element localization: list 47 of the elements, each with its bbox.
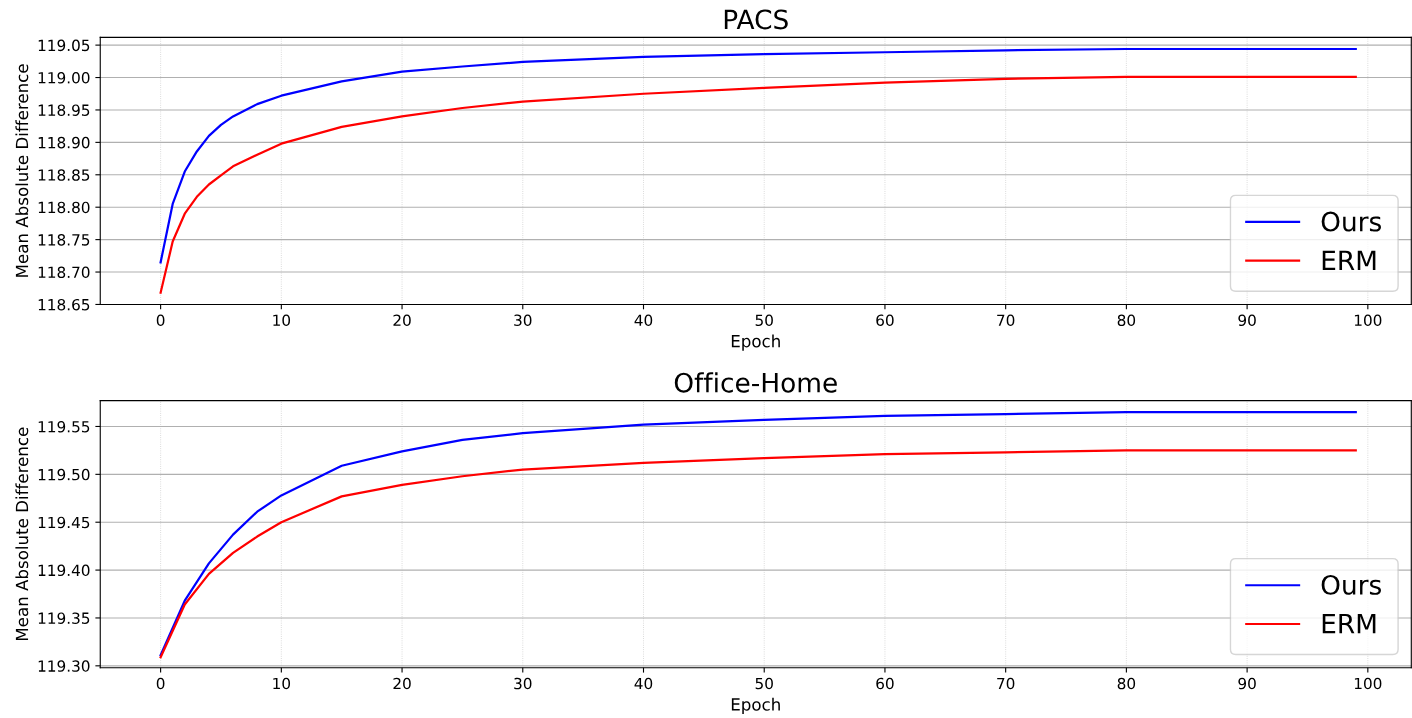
legend-label: ERM [1322,613,1376,634]
x-tick-label: 100 [1354,677,1382,690]
x-tick-label: 0 [156,314,165,326]
x-tick-label: 90 [1238,314,1256,326]
y-tick-label: 119.35 [38,612,90,624]
y-axis-title: Mean Absolute Difference [15,64,29,277]
x-tick-label: 80 [1117,314,1136,326]
x-axis-title: Epoch [731,697,780,714]
y-tick-label: 118.70 [38,266,90,279]
x-tick-label: 60 [876,314,894,326]
x-tick-label: 70 [997,314,1015,326]
y-tick-label: 118.65 [38,298,90,311]
y-tick-label: 118.75 [38,234,90,246]
x-tick-label: 40 [634,314,653,326]
x-tick-label: 30 [514,314,532,326]
y-axis-title: Mean Absolute Difference [15,427,29,641]
chart-title: Office-Home [674,372,837,393]
x-axis-title: Epoch [731,334,780,351]
x-tick-label: 50 [755,677,773,690]
y-tick-label: 118.90 [38,136,90,149]
x-tick-label: 80 [1117,677,1136,690]
x-tick-label: 50 [755,314,773,326]
y-tick-label: 119.40 [38,564,90,577]
x-tick-label: 10 [273,677,291,690]
legend-label: Ours [1321,211,1381,232]
x-tick-label: 100 [1354,314,1382,326]
y-tick-label: 119.50 [38,468,90,481]
y-tick-label: 119.55 [38,420,90,433]
y-tick-label: 118.85 [38,169,90,181]
x-tick-label: 10 [273,314,291,326]
x-tick-label: 20 [393,314,411,326]
y-tick-label: 118.80 [38,201,90,214]
y-tick-label: 118.95 [38,104,90,116]
x-tick-label: 90 [1238,677,1256,690]
x-tick-label: 70 [997,677,1015,690]
x-tick-label: 20 [393,677,411,690]
x-tick-label: 60 [876,677,894,690]
legend-label: Ours [1321,574,1381,595]
x-tick-label: 0 [156,677,165,690]
x-tick-label: 30 [514,677,532,690]
y-tick-label: 119.05 [38,39,90,52]
y-tick-label: 119.00 [38,72,90,84]
y-tick-label: 119.45 [38,516,90,529]
x-tick-label: 40 [634,677,653,690]
chart-title: PACS [724,9,788,30]
legend-label: ERM [1322,250,1376,270]
y-tick-label: 119.30 [38,660,90,672]
